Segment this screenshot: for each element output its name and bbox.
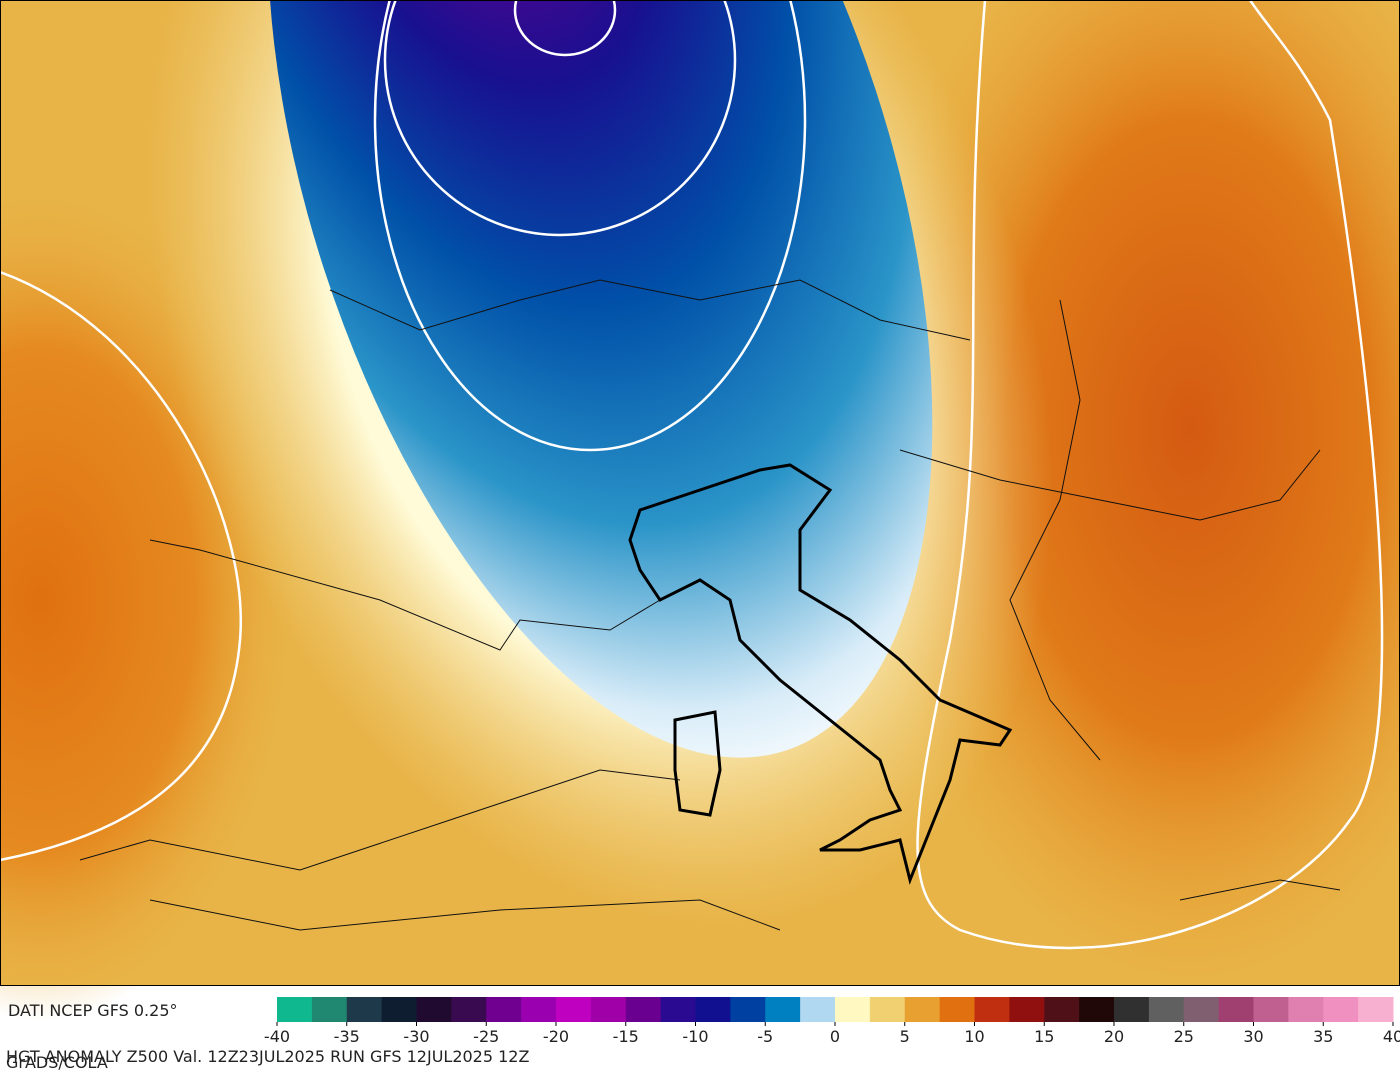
colorbar-box: [1044, 997, 1080, 1022]
colorbar-box: [1253, 997, 1289, 1022]
borders: [79, 279, 1341, 931]
colorbar-box: [311, 997, 348, 1022]
colorbar-box: [486, 997, 522, 1022]
colorbar-tick-label: 40: [1383, 1027, 1400, 1046]
colorbar-tick-label: 20: [1104, 1027, 1124, 1046]
colorbar-tick-label: -15: [613, 1027, 639, 1046]
sardinia-outline: [673, 710, 722, 817]
credit: GrADS/COLA: [6, 1053, 108, 1072]
border: [79, 769, 681, 871]
colorbar-box: [1358, 997, 1394, 1022]
colorbar-box: [939, 997, 975, 1022]
colorbar-box: [416, 997, 452, 1022]
colorbar-box: [1148, 997, 1185, 1022]
colorbar-box: [835, 997, 871, 1022]
colorbar-tick-label: 5: [900, 1027, 910, 1046]
colorbar-tick-label: 15: [1034, 1027, 1054, 1046]
colorbar-box: [346, 997, 383, 1022]
contour: [383, 0, 737, 237]
contour: [0, 270, 242, 862]
colorbar-box: [590, 997, 627, 1022]
source-label: DATI NCEP GFS 0.25°: [8, 1001, 178, 1020]
colorbar-box: [765, 997, 801, 1022]
colorbar-tick-label: -10: [682, 1027, 708, 1046]
colorbar-tick-label: -35: [334, 1027, 360, 1046]
italy-outline: [628, 463, 1013, 885]
colorbar-box: [730, 997, 766, 1022]
colorbar-box: [381, 997, 417, 1022]
colorbar-box: [904, 997, 941, 1022]
colorbar-box: [451, 997, 487, 1022]
colorbar-tick-label: -25: [473, 1027, 499, 1046]
colorbar-box: [625, 997, 662, 1022]
colorbar-box: [974, 997, 1010, 1022]
contour: [373, 0, 807, 452]
contour: [916, 0, 1384, 950]
colorbar-tick-label: 0: [830, 1027, 840, 1046]
colorbar-box: [1009, 997, 1045, 1022]
border: [1179, 879, 1341, 901]
colorbar: -40 -35 -30 -25 -20 -15 -10 -5 0 5 10 15 20 25 30 35 40: [264, 997, 1400, 1046]
colorbar-box: [1079, 997, 1115, 1022]
colorbar-tick-label: -40: [264, 1027, 290, 1046]
colorbar-box: [660, 997, 696, 1022]
colorbar-box: [1183, 997, 1220, 1022]
colorbar-tick-label: 30: [1243, 1027, 1263, 1046]
colorbar-box: [695, 997, 731, 1022]
colorbar-tick-label: -30: [403, 1027, 429, 1046]
colorbar-box: [521, 997, 557, 1022]
colorbar-box: [277, 997, 313, 1022]
colorbar-tick-label: 35: [1313, 1027, 1333, 1046]
colorbar-tick-label: 10: [964, 1027, 984, 1046]
colorbar-tick-label: -5: [757, 1027, 773, 1046]
colorbar-box: [1218, 997, 1254, 1022]
colorbar-box: [1288, 997, 1324, 1022]
colorbar-box: [800, 997, 836, 1022]
border: [329, 279, 971, 341]
border: [1009, 299, 1101, 761]
border: [149, 899, 781, 931]
border: [899, 449, 1321, 521]
colorbar-box: [556, 997, 592, 1022]
colorbar-tick-label: 25: [1174, 1027, 1194, 1046]
footer-title: HGT ANOMALY Z500 Val. 12Z23JUL2025 RUN G…: [6, 1047, 529, 1066]
border: [149, 539, 661, 651]
contours: [0, 0, 1384, 950]
colorbar-tick-label: -20: [543, 1027, 569, 1046]
colorbar-box: [1323, 997, 1359, 1022]
contour: [513, 0, 617, 57]
colorbar-box: [1114, 997, 1150, 1022]
map: [0, 0, 1400, 1020]
colorbar-box: [869, 997, 906, 1022]
